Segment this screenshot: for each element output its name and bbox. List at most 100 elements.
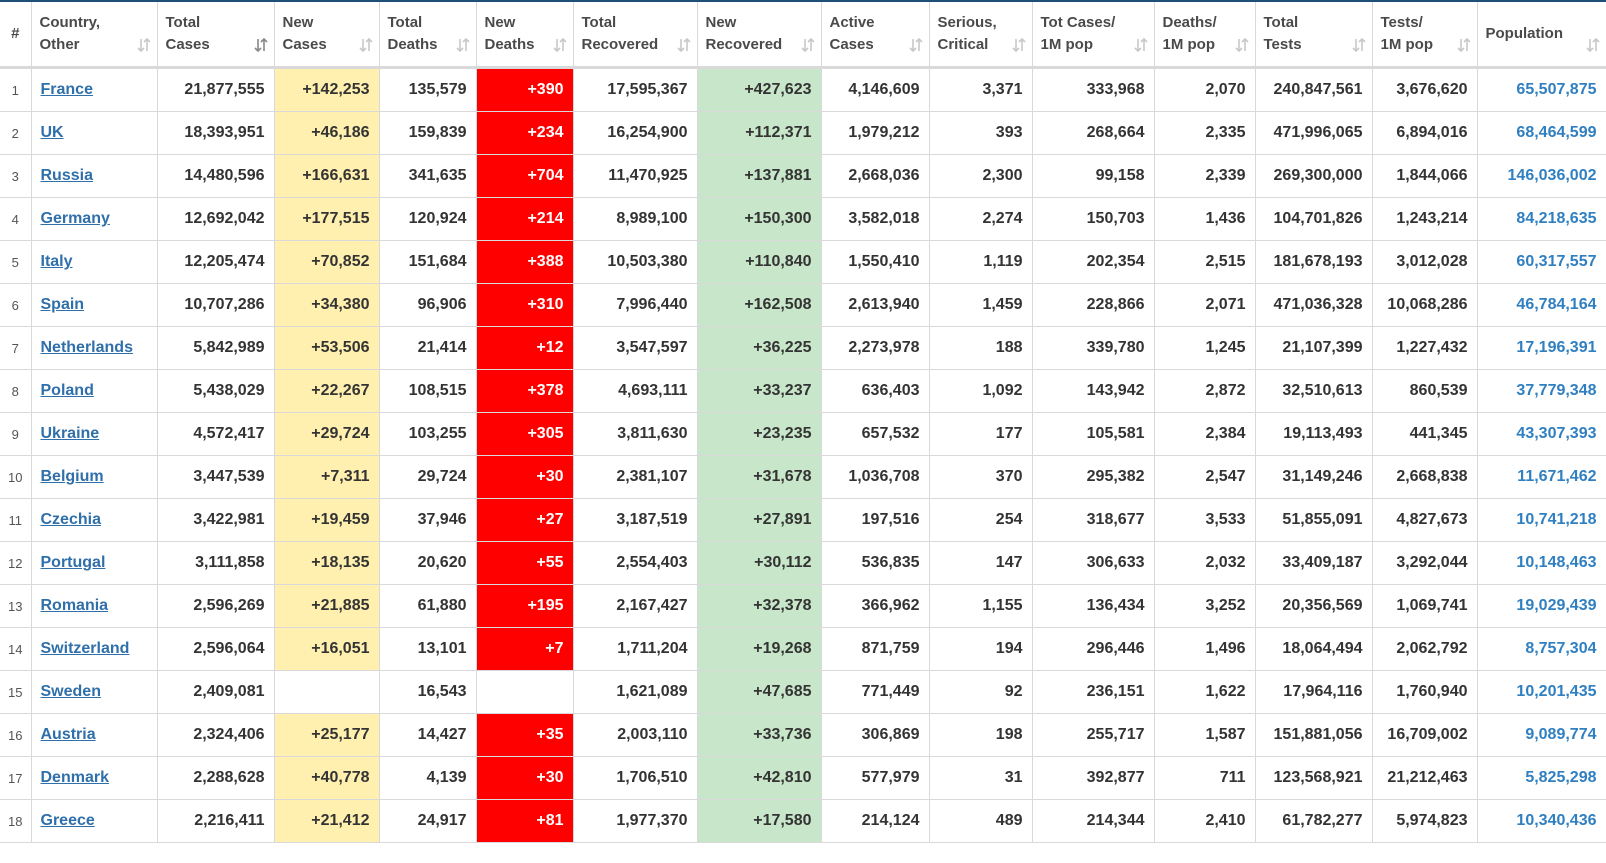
data-cell: +150,300 [697, 197, 822, 241]
country-link[interactable]: Spain [40, 296, 85, 313]
data-cell: 14,480,596 [157, 154, 275, 198]
header-text: Deaths/ 1M pop [1162, 14, 1217, 53]
column-header[interactable]: New Cases [274, 2, 380, 69]
header-text: New Recovered [705, 14, 783, 53]
country-link[interactable]: Austria [40, 726, 96, 743]
country-link[interactable]: Romania [40, 597, 109, 614]
country-link[interactable]: Netherlands [40, 339, 133, 356]
data-cell: 657,532 [821, 412, 930, 456]
sort-arrows [455, 38, 470, 52]
data-cell: +137,881 [697, 154, 822, 198]
data-cell: 194 [929, 627, 1033, 671]
data-cell: 2,515 [1154, 240, 1256, 284]
data-cell: +30,112 [697, 541, 822, 585]
country-link[interactable]: Italy [40, 253, 73, 270]
data-cell: 60,317,557 [1477, 240, 1606, 284]
data-cell: 21,107,399 [1255, 326, 1373, 370]
data-cell: 7,996,440 [573, 283, 698, 327]
country-row: 15 Sweden 2,409,081 16,543 1,621,089 +47,685 7… [0, 670, 1606, 714]
country-cell: Russia [31, 154, 158, 198]
data-cell: 99,158 [1032, 154, 1155, 198]
data-cell: +195 [476, 584, 574, 628]
country-link[interactable]: Belgium [40, 468, 104, 485]
sort-arrows [136, 38, 151, 52]
country-link[interactable]: Czechia [40, 511, 101, 528]
data-cell: 4,139 [379, 756, 477, 800]
data-cell: 2,003,110 [573, 713, 698, 757]
data-cell: 860,539 [1372, 369, 1478, 413]
country-link[interactable]: Germany [40, 210, 110, 227]
column-header[interactable]: Deaths/ 1M pop [1154, 2, 1256, 69]
column-header[interactable]: Total Deaths [379, 2, 477, 69]
data-cell: 61,880 [379, 584, 477, 628]
column-header[interactable]: Population [1477, 2, 1606, 69]
country-link[interactable]: France [40, 81, 93, 98]
country-link[interactable]: Portugal [40, 554, 106, 571]
data-cell: +7,311 [274, 455, 380, 499]
sort-icon [1011, 38, 1026, 52]
data-cell: 392,877 [1032, 756, 1155, 800]
column-header[interactable]: New Recovered [697, 2, 822, 69]
column-header[interactable]: Total Tests [1255, 2, 1373, 69]
data-cell: 1,496 [1154, 627, 1256, 671]
country-cell: Czechia [31, 498, 158, 542]
data-cell: 8,757,304 [1477, 627, 1606, 671]
data-cell: 9,089,774 [1477, 713, 1606, 757]
column-header[interactable]: Tot Cases/ 1M pop [1032, 2, 1155, 69]
column-header[interactable]: Total Cases [157, 2, 275, 69]
column-header[interactable]: Serious, Critical [929, 2, 1033, 69]
data-cell: +142,253 [274, 67, 380, 112]
data-cell: +33,736 [697, 713, 822, 757]
country-cell: Italy [31, 240, 158, 284]
data-cell: 1,227,432 [1372, 326, 1478, 370]
data-cell: +12 [476, 326, 574, 370]
data-cell: 711 [1154, 756, 1256, 800]
data-cell: 15 [0, 670, 32, 714]
data-cell: 2,071 [1154, 283, 1256, 327]
data-cell: 17,196,391 [1477, 326, 1606, 370]
column-header[interactable]: Active Cases [821, 2, 930, 69]
data-cell: 1,155 [929, 584, 1033, 628]
data-cell: 214,344 [1032, 799, 1155, 843]
country-link[interactable]: Russia [40, 167, 93, 184]
sort-arrows [1133, 38, 1148, 52]
column-header[interactable]: Country, Other [31, 2, 158, 69]
data-cell: 120,924 [379, 197, 477, 241]
data-cell: +19,459 [274, 498, 380, 542]
data-cell: +33,237 [697, 369, 822, 413]
data-cell: 2,410 [1154, 799, 1256, 843]
data-cell: 228,866 [1032, 283, 1155, 327]
sort-icon [552, 38, 567, 52]
data-cell: 296,446 [1032, 627, 1155, 671]
data-cell: 1,036,708 [821, 455, 930, 499]
data-cell: 17,964,116 [1255, 670, 1373, 714]
country-link[interactable]: UK [40, 124, 64, 141]
data-cell: 2,288,628 [157, 756, 275, 800]
header-text: New Deaths [484, 14, 535, 53]
data-cell: 19,029,439 [1477, 584, 1606, 628]
column-header[interactable]: Tests/ 1M pop [1372, 2, 1478, 69]
country-link[interactable]: Sweden [40, 683, 101, 700]
sort-icon [1351, 38, 1366, 52]
data-cell: +55 [476, 541, 574, 585]
country-link[interactable]: Denmark [40, 769, 109, 786]
data-cell: +234 [476, 111, 574, 155]
data-cell: +378 [476, 369, 574, 413]
data-cell: +16,051 [274, 627, 380, 671]
country-link[interactable]: Greece [40, 812, 95, 829]
sort-arrows [552, 38, 567, 52]
data-cell: 6 [0, 283, 32, 327]
data-cell: +305 [476, 412, 574, 456]
data-cell: 2,668,838 [1372, 455, 1478, 499]
column-header[interactable]: New Deaths [476, 2, 574, 69]
country-link[interactable]: Switzerland [40, 640, 130, 657]
data-cell: 254 [929, 498, 1033, 542]
country-cell: Switzerland [31, 627, 158, 671]
data-cell: 105,581 [1032, 412, 1155, 456]
data-cell: 12,692,042 [157, 197, 275, 241]
data-cell: 143,942 [1032, 369, 1155, 413]
country-link[interactable]: Poland [40, 382, 94, 399]
data-cell: 318,677 [1032, 498, 1155, 542]
country-link[interactable]: Ukraine [40, 425, 100, 442]
column-header[interactable]: Total Recovered [573, 2, 698, 69]
